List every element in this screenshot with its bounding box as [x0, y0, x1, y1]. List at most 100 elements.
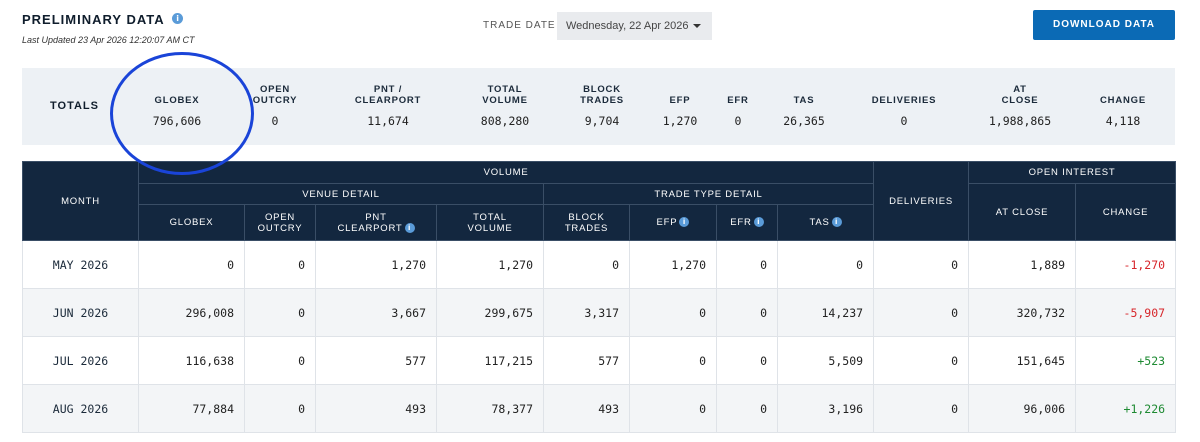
totals-header-line1: TAS [793, 95, 815, 106]
col-month: MONTH [22, 161, 139, 241]
cell-month: JUN 2026 [22, 288, 139, 337]
col-pnt-line2: CLEARPORT [337, 222, 403, 234]
totals-tas: TAS 26,365 [764, 84, 844, 128]
col-total-volume: TOTAL VOLUME [436, 204, 544, 241]
totals-value: 808,280 [480, 114, 530, 128]
totals-header-line2: TRADES [580, 95, 624, 106]
col-total-volume-line2: VOLUME [467, 222, 513, 234]
col-open-outcry: OPEN OUTCRY [244, 204, 316, 241]
cell-at-close: 151,645 [968, 336, 1077, 385]
cell-at-close: 320,732 [968, 288, 1077, 337]
totals-label: TOTALS [50, 100, 99, 112]
totals-header: DELIVERIES [864, 84, 944, 106]
col-change: CHANGE [1075, 183, 1177, 241]
volume-table: MONTH VOLUME DELIVERIES OPEN INTEREST VE… [22, 161, 1177, 433]
col-block-trades-line2: TRADES [564, 222, 609, 234]
totals-header: EFP [640, 84, 720, 106]
totals-header: TOTAL VOLUME [465, 84, 545, 106]
cell-month: JUL 2026 [22, 336, 139, 385]
page-header: PRELIMINARY DATA i Last Updated 23 Apr 2… [0, 0, 1200, 60]
col-efp-label: EFP [656, 217, 678, 228]
table-row: JUL 2026 116,638 0 577 117,215 577 0 0 5… [22, 336, 1177, 385]
totals-open-outcry: OPEN OUTCRY 0 [235, 84, 315, 128]
cell-at-close: 1,889 [968, 240, 1077, 289]
cell-open-outcry: 0 [244, 336, 316, 385]
totals-header-line2: CLEARPORT [354, 95, 422, 106]
totals-header-line1: EFR [727, 95, 749, 106]
totals-deliveries: DELIVERIES 0 [864, 84, 944, 128]
totals-value: 796,606 [152, 114, 202, 128]
cell-block-trades: 577 [543, 336, 630, 385]
col-group-venue-detail: VENUE DETAIL [138, 183, 544, 205]
totals-header-line1: DELIVERIES [871, 95, 937, 106]
col-total-volume-line1: TOTAL [473, 211, 507, 223]
totals-header: EFR [698, 84, 778, 106]
col-efr: EFR i [716, 204, 778, 241]
cell-globex: 296,008 [138, 288, 245, 337]
info-icon[interactable]: i [679, 217, 690, 228]
col-pnt-line1: PNT [365, 211, 387, 223]
totals-change: CHANGE 4,118 [1083, 84, 1163, 128]
cell-block-trades: 493 [543, 384, 630, 433]
cell-open-outcry: 0 [244, 288, 316, 337]
col-pnt-clearport: PNT CLEARPORT i [315, 204, 437, 241]
cell-change: -5,907 [1075, 288, 1177, 337]
cell-open-outcry: 0 [244, 240, 316, 289]
page-title: PRELIMINARY DATA [22, 12, 165, 28]
cell-pnt: 577 [315, 336, 437, 385]
col-open-outcry-line2: OUTCRY [257, 222, 303, 234]
cell-efp: 0 [629, 384, 717, 433]
cell-block-trades: 0 [543, 240, 630, 289]
cell-globex: 116,638 [138, 336, 245, 385]
cell-efp: 0 [629, 336, 717, 385]
info-icon[interactable]: i [831, 217, 842, 228]
totals-header-line1: OPEN [259, 84, 291, 95]
cell-tas: 0 [776, 240, 875, 289]
cell-efr: 0 [716, 288, 778, 337]
totals-efp: EFP 1,270 [640, 84, 720, 128]
cell-total-volume: 78,377 [436, 384, 544, 433]
totals-header-line2: VOLUME [482, 95, 528, 106]
cell-efp: 1,270 [629, 240, 717, 289]
cell-efr: 0 [716, 384, 778, 433]
totals-header: TAS [764, 84, 844, 106]
col-at-close: AT CLOSE [968, 183, 1077, 241]
totals-header-line1: PNT / [373, 84, 403, 95]
col-tas: TAS i [776, 204, 875, 241]
trade-date-select[interactable]: Wednesday, 22 Apr 2026 [557, 12, 712, 40]
trade-date-value: Wednesday, 22 Apr 2026 [566, 20, 689, 32]
info-icon[interactable]: i [172, 12, 184, 24]
cell-change: -1,270 [1075, 240, 1177, 289]
totals-value: 26,365 [783, 114, 825, 128]
totals-value: 1,270 [662, 114, 698, 128]
totals-total-volume: TOTAL VOLUME 808,280 [465, 84, 545, 128]
totals-header: PNT / CLEARPORT [348, 84, 428, 106]
totals-value: 11,674 [367, 114, 409, 128]
cell-change: +1,226 [1075, 384, 1177, 433]
cell-deliveries: 0 [873, 240, 970, 289]
totals-header: BLOCK TRADES [562, 84, 642, 106]
totals-header-line1: CHANGE [1100, 95, 1146, 106]
totals-value: 9,704 [584, 114, 620, 128]
last-updated: Last Updated 23 Apr 2026 12:20:07 AM CT [22, 35, 195, 45]
totals-header-line1: EFP [669, 95, 691, 106]
trade-date-label: TRADE DATE [483, 20, 556, 31]
cell-tas: 5,509 [776, 336, 875, 385]
totals-header: GLOBEX [137, 84, 217, 106]
totals-pnt-clearport: PNT / CLEARPORT 11,674 [348, 84, 428, 128]
download-data-button[interactable]: DOWNLOAD DATA [1033, 10, 1175, 40]
table-row: JUN 2026 296,008 0 3,667 299,675 3,317 0… [22, 288, 1177, 337]
cell-tas: 14,237 [776, 288, 875, 337]
col-block-trades: BLOCK TRADES [543, 204, 630, 241]
totals-globex: GLOBEX 796,606 [137, 84, 217, 128]
table-row: AUG 2026 77,884 0 493 78,377 493 0 0 3,1… [22, 384, 1177, 433]
cell-deliveries: 0 [873, 288, 970, 337]
totals-header-line2: OUTCRY [252, 95, 298, 106]
totals-header: CHANGE [1083, 84, 1163, 106]
cell-globex: 77,884 [138, 384, 245, 433]
cell-change: +523 [1075, 336, 1177, 385]
info-icon[interactable]: i [753, 217, 764, 228]
cell-total-volume: 299,675 [436, 288, 544, 337]
info-icon[interactable]: i [404, 222, 415, 233]
totals-value: 0 [271, 114, 279, 128]
